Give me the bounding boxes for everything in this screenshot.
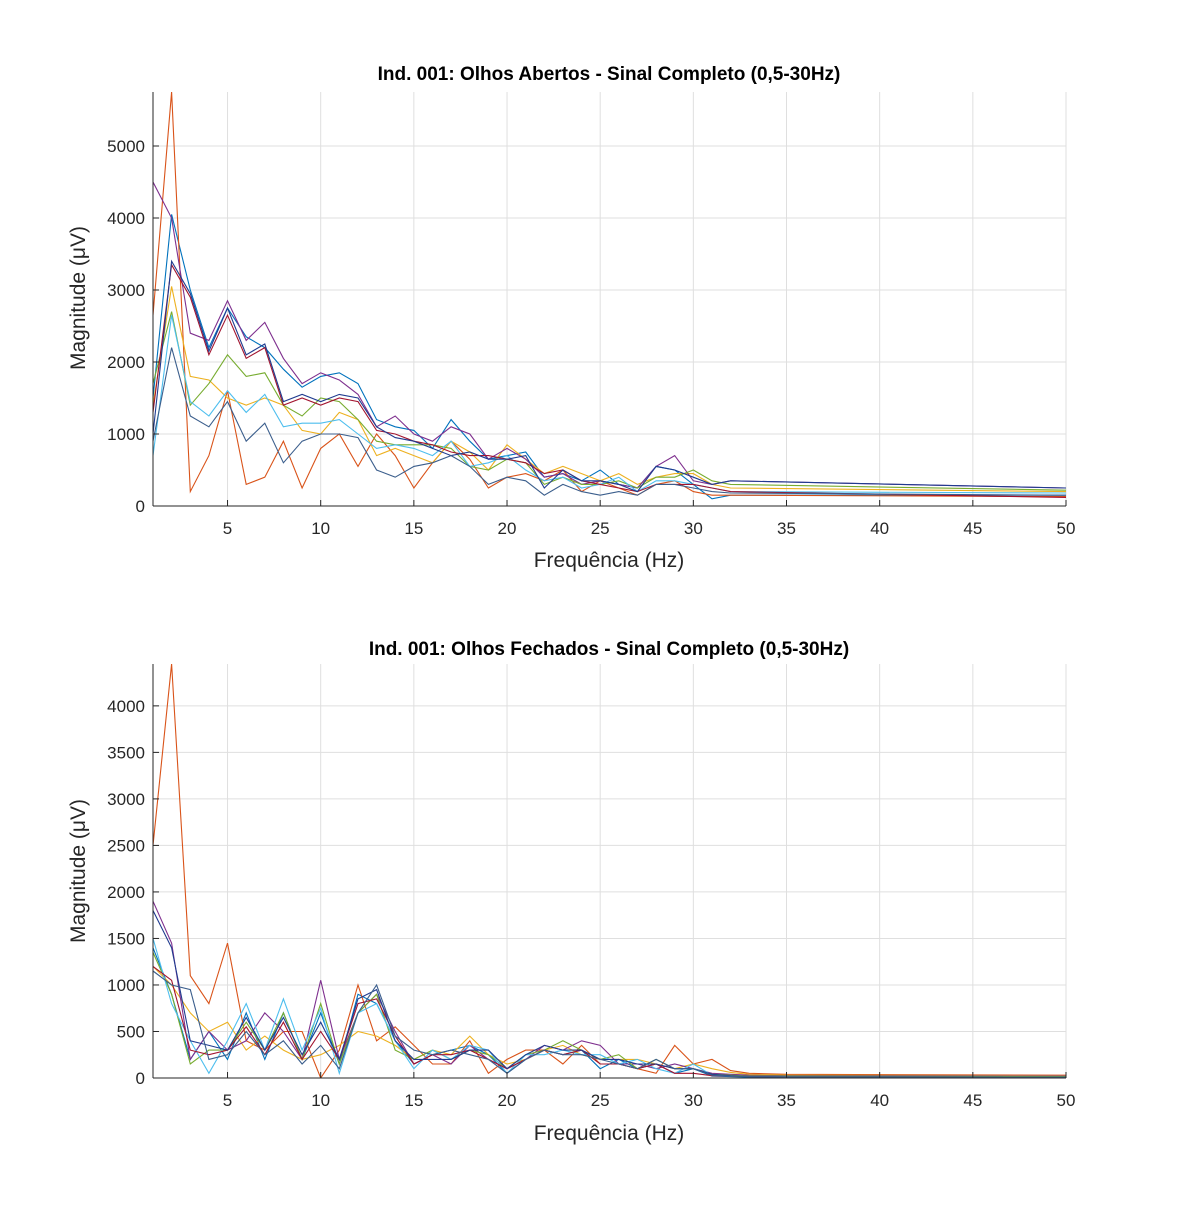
series-line-9	[153, 347, 1066, 496]
series-line-6	[153, 938, 1066, 1078]
y-tick-label: 1500	[107, 929, 145, 948]
x-tick-label: 45	[963, 519, 982, 538]
x-tick-label: 15	[404, 1091, 423, 1110]
x-tick-label: 25	[591, 519, 610, 538]
x-tick-label: 35	[777, 1091, 796, 1110]
y-tick-label: 2000	[107, 353, 145, 372]
chart-title: Ind. 001: Olhos Abertos - Sinal Completo…	[378, 64, 841, 85]
y-tick-label: 3000	[107, 790, 145, 809]
y-tick-label: 1000	[107, 976, 145, 995]
series-line-7	[153, 263, 1066, 498]
x-axis-label: Frequência (Hz)	[534, 1122, 685, 1145]
series-line-4	[153, 181, 1066, 489]
x-tick-label: 5	[223, 519, 232, 538]
series-line-6	[153, 315, 1066, 494]
series-line-9	[153, 970, 1066, 1078]
chart-title: Ind. 001: Olhos Fechados - Sinal Complet…	[369, 639, 849, 660]
x-tick-label: 20	[498, 519, 517, 538]
x-tick-label: 30	[684, 519, 703, 538]
x-tick-label: 50	[1057, 519, 1076, 538]
y-tick-label: 4000	[107, 697, 145, 716]
y-axis-label: Magnitude (μV)	[67, 799, 90, 943]
x-tick-label: 5	[223, 1091, 232, 1110]
x-tick-label: 35	[777, 519, 796, 538]
x-tick-label: 40	[870, 1091, 889, 1110]
y-tick-label: 2000	[107, 883, 145, 902]
x-axis-label: Frequência (Hz)	[534, 549, 685, 572]
y-tick-label: 1000	[107, 425, 145, 444]
y-tick-label: 0	[136, 497, 145, 516]
plot-area: 5 10 15 20 25 30 35 40 45 50 0 1000 2000 3000 4000 5000	[107, 92, 1075, 538]
chart-panel-olhos-abertos: 5 10 15 20 25 30 35 40 45 50 0 1000 2000 3000 4000 5000…	[67, 64, 1075, 572]
x-tick-label: 50	[1057, 1091, 1076, 1110]
x-tick-label: 30	[684, 1091, 703, 1110]
x-tick-label: 40	[870, 519, 889, 538]
y-tick-label: 5000	[107, 137, 145, 156]
x-tick-label: 10	[311, 1091, 330, 1110]
chart-panel-olhos-fechados: 5 10 15 20 25 30 35 40 45 50050010001500200025003…	[67, 639, 1075, 1145]
y-tick-label: 500	[117, 1022, 145, 1041]
x-tick-label: 25	[591, 1091, 610, 1110]
y-tick-label: 0	[136, 1069, 145, 1088]
x-tick-label: 45	[963, 1091, 982, 1110]
x-tick-label: 20	[498, 1091, 517, 1110]
x-tick-label: 15	[404, 519, 423, 538]
y-tick-label: 3000	[107, 281, 145, 300]
plot-area: 5 10 15 20 25 30 35 40 45 50050010001500200025003…	[107, 664, 1075, 1110]
y-tick-label: 2500	[107, 836, 145, 855]
y-tick-label: 4000	[107, 209, 145, 228]
x-tick-label: 10	[311, 519, 330, 538]
series-line-5	[153, 311, 1066, 491]
y-axis-label: Magnitude (μV)	[67, 226, 90, 370]
y-tick-label: 3500	[107, 743, 145, 762]
